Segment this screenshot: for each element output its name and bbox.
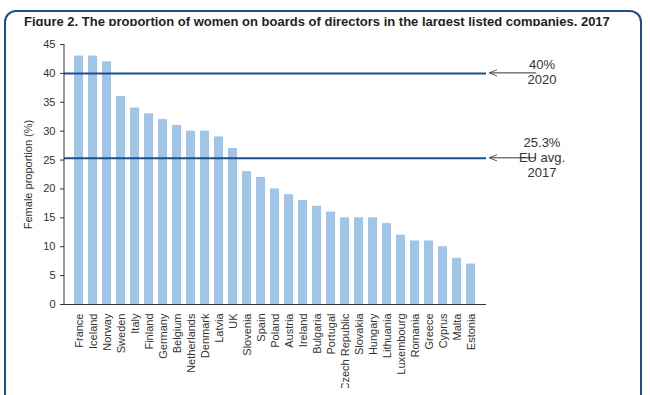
svg-text:20: 20 (43, 182, 55, 194)
svg-text:45: 45 (43, 38, 55, 50)
svg-text:Italy: Italy (129, 313, 141, 334)
svg-text:5: 5 (49, 269, 55, 281)
svg-text:10: 10 (43, 240, 55, 252)
svg-text:Ireland: Ireland (297, 314, 309, 348)
svg-text:Hungary: Hungary (367, 313, 379, 355)
svg-text:Spain: Spain (255, 314, 267, 342)
svg-text:Belgium: Belgium (171, 314, 183, 354)
svg-text:40%2020: 40%2020 (528, 57, 557, 87)
svg-text:Austria: Austria (283, 313, 295, 348)
svg-text:Slovakia: Slovakia (353, 313, 365, 355)
svg-text:Germany: Germany (157, 313, 169, 359)
svg-text:Luxembourg: Luxembourg (395, 314, 407, 375)
svg-text:Female proportion (%): Female proportion (%) (22, 120, 34, 229)
svg-text:Greece: Greece (423, 314, 435, 350)
svg-text:Denmark: Denmark (199, 313, 211, 358)
svg-text:Norway: Norway (101, 313, 113, 351)
svg-text:Czech Republic: Czech Republic (339, 313, 351, 388)
svg-text:Romania: Romania (409, 313, 421, 358)
svg-text:Estonia: Estonia (465, 313, 477, 351)
svg-text:UK: UK (227, 313, 239, 329)
svg-text:Netherlands: Netherlands (185, 313, 197, 373)
svg-text:Bulgaria: Bulgaria (311, 313, 323, 354)
svg-text:Sweden: Sweden (115, 314, 127, 354)
svg-text:Lithuania: Lithuania (381, 313, 393, 359)
svg-text:25.3%EU avg.2017: 25.3%EU avg.2017 (519, 135, 565, 180)
svg-text:15: 15 (43, 211, 55, 223)
svg-text:Portugal: Portugal (325, 314, 337, 355)
svg-text:Latvia: Latvia (213, 313, 225, 343)
svg-text:0: 0 (49, 298, 55, 310)
svg-text:35: 35 (43, 96, 55, 108)
svg-text:Cyprus: Cyprus (437, 313, 449, 348)
html-text:Figure 2. The proportion of wo: Figure 2. The proportion of women on boa… (24, 14, 610, 29)
svg-text:France: France (73, 314, 85, 348)
svg-text:Slovenia: Slovenia (241, 313, 253, 356)
svg-text:25: 25 (43, 154, 55, 166)
svg-text:Poland: Poland (269, 314, 281, 348)
svg-text:40: 40 (43, 67, 55, 79)
svg-text:Iceland: Iceland (87, 314, 99, 349)
svg-text:Malta: Malta (451, 313, 463, 341)
svg-text:Finland: Finland (143, 314, 155, 350)
svg-text:30: 30 (43, 125, 55, 137)
